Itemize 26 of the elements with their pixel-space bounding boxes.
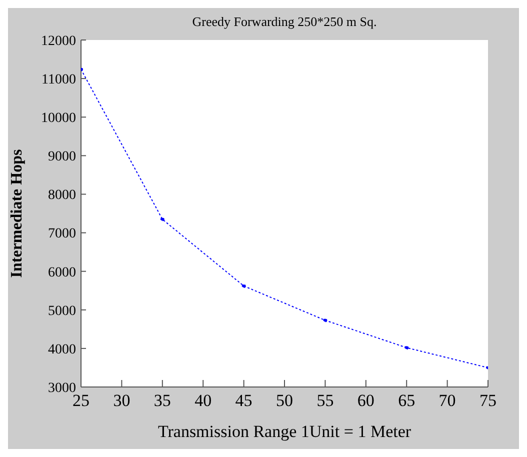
y-tick-label: 6000 xyxy=(48,265,76,280)
y-tick-label: 5000 xyxy=(48,304,76,319)
x-tick-label: 75 xyxy=(480,391,496,410)
point xyxy=(323,318,328,322)
y-tick-label: 9000 xyxy=(48,150,76,165)
x-tick-label: 65 xyxy=(398,391,416,410)
x-tick-label: 35 xyxy=(154,391,171,410)
x-tick-label: 40 xyxy=(194,391,212,410)
y-axis-title: Intermediate Hops xyxy=(8,149,26,278)
x-tick-label: 50 xyxy=(276,391,293,410)
y-tick-label: 4000 xyxy=(48,342,76,358)
y-tick-label: 7000 xyxy=(48,226,76,242)
y-tick-label: 12000 xyxy=(41,34,76,49)
x-tick-label: 70 xyxy=(438,391,456,410)
x-tick-label: 55 xyxy=(316,391,334,410)
x-tick-label: 60 xyxy=(357,391,374,410)
y-tick-label: 11000 xyxy=(42,72,76,88)
point xyxy=(160,217,164,222)
x-tick-label: 30 xyxy=(113,391,130,410)
y-tick-label: 8000 xyxy=(48,188,76,204)
point xyxy=(242,284,246,288)
x-axis-title: Transmission Range 1Unit = 1 Meter xyxy=(158,422,412,441)
point xyxy=(404,346,409,350)
y-tick-label: 10000 xyxy=(41,111,76,126)
x-tick-label: 45 xyxy=(235,391,252,410)
chart-title: Greedy Forwarding 250*250 m Sq. xyxy=(191,14,378,30)
